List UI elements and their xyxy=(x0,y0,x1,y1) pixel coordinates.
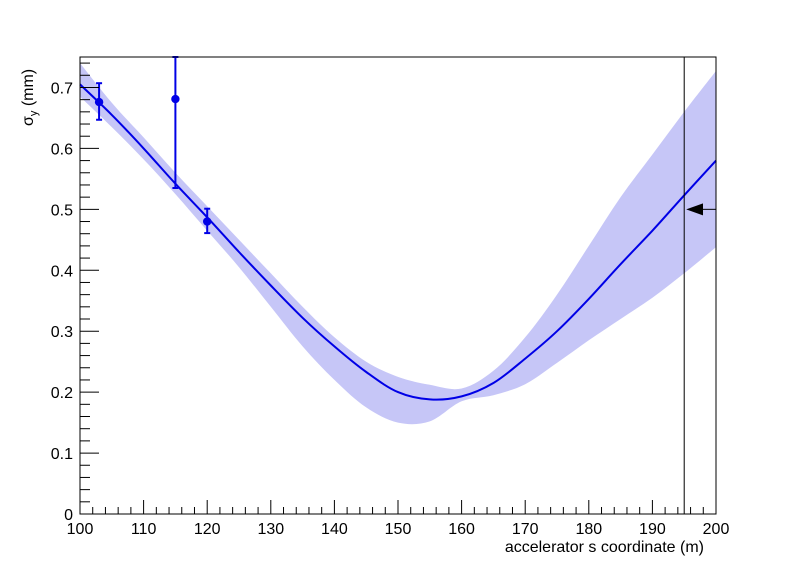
x-tick-label: 140 xyxy=(321,521,348,538)
measurement-point-2 xyxy=(171,57,179,188)
x-tick-label: 190 xyxy=(639,521,666,538)
data-point xyxy=(203,217,211,225)
y-tick-label: 0.3 xyxy=(51,324,73,341)
x-tick-label: 200 xyxy=(703,521,730,538)
y-tick-label: 0 xyxy=(64,507,73,524)
x-tick-label: 150 xyxy=(385,521,412,538)
x-axis-title: accelerator s coordinate (m) xyxy=(505,539,704,556)
data-point xyxy=(95,98,103,106)
y-tick-label: 0.1 xyxy=(51,446,73,463)
y-tick-label: 0.7 xyxy=(51,80,73,97)
y-tick-label: 0.4 xyxy=(51,263,73,280)
x-tick-label: 120 xyxy=(194,521,221,538)
data-point xyxy=(171,95,179,103)
y-tick-label: 0.5 xyxy=(51,202,73,219)
y-tick-label: 0.2 xyxy=(51,385,73,402)
y-axis-title: σy (mm) xyxy=(20,69,40,126)
x-tick-label: 170 xyxy=(512,521,539,538)
x-tick-label: 110 xyxy=(131,521,157,538)
x-tick-label: 130 xyxy=(257,521,284,538)
x-tick-label: 160 xyxy=(448,521,475,538)
y-tick-label: 0.6 xyxy=(51,141,73,158)
x-tick-label: 180 xyxy=(575,521,602,538)
